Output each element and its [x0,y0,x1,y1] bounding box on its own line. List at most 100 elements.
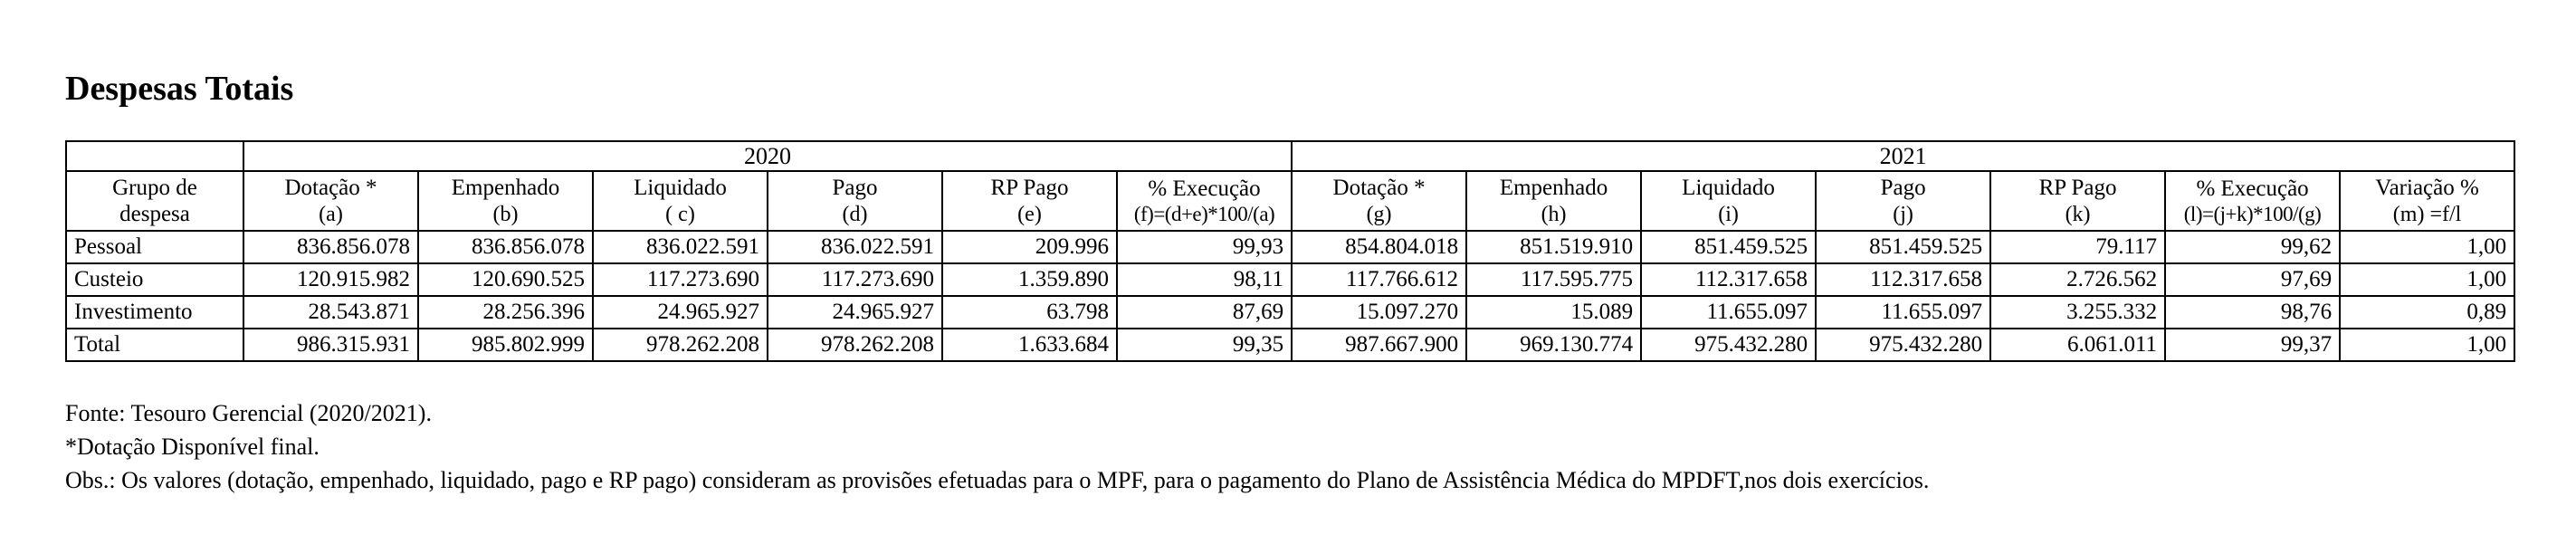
column-header-title: % Execução [1148,176,1261,201]
column-header-title: Empenhado [451,176,560,201]
table-cell: 6.061.011 [1989,328,2167,362]
column-header-sub: (h) [1541,202,1567,226]
column-header-title: Grupo de [112,175,197,200]
table-row-pessoal: Pessoal 836.856.078 836.856.078 836.022.… [65,230,2516,264]
note-dotacao: *Dotação Disponível final. [65,434,320,460]
table-cell: 24.965.927 [767,295,943,329]
column-header-grupo: Grupo de despesa [65,170,244,232]
table-cell: 1,00 [2339,230,2516,264]
column-header-dotacao-g: Dotação * (g) [1291,170,1468,232]
table-cell: 3.255.332 [1989,295,2167,329]
table-cell: 0,89 [2339,295,2516,329]
table-cell: 117.595.775 [1465,262,1643,297]
table-cell: 986.315.931 [243,328,419,362]
column-header-sub: (a) [319,202,343,226]
table-cell: 99,93 [1115,230,1293,264]
column-header-dotacao-a: Dotação * (a) [243,170,419,232]
row-label: Total [65,328,244,362]
column-header-sub: (j) [1893,202,1913,226]
column-header-liquidado-i: Liquidado (i) [1640,170,1818,232]
table-cell: 851.459.525 [1640,230,1818,264]
table-cell: 15.089 [1465,295,1643,329]
table-cell: 209.996 [941,230,1118,264]
table-cell: 987.667.900 [1291,328,1468,362]
column-header-sub: ( c) [665,202,695,226]
year-header-row: 2020 2021 [65,140,2516,172]
table-cell: 1.633.684 [941,328,1118,362]
table-cell: 98,11 [1115,262,1293,297]
column-header-execucao-l: % Execução (l)=(j+k)*100/(g) [2164,170,2342,232]
column-header-sub: (g) [1366,202,1392,226]
table-cell: 851.519.910 [1465,230,1643,264]
row-label: Investimento [65,295,244,329]
table-cell: 79.117 [1989,230,2167,264]
table-cell: 120.690.525 [417,262,594,297]
table-cell: 851.459.525 [1815,230,1992,264]
table-cell: 117.273.690 [592,262,768,297]
table-cell: 15.097.270 [1291,295,1468,329]
column-header-sub: (i) [1718,202,1739,226]
table-cell: 117.766.612 [1291,262,1468,297]
table-cell: 1,00 [2339,328,2516,362]
table-cell: 1,00 [2339,262,2516,297]
corner-spacer [65,140,244,172]
column-header-title: Variação % [2375,176,2479,201]
table-cell: 1.359.890 [941,262,1118,297]
table-cell: 854.804.018 [1291,230,1468,264]
row-label: Pessoal [65,230,244,264]
column-header-liquidado-c: Liquidado ( c) [592,170,768,232]
column-header-title: Dotação * [284,176,377,201]
column-header-title: Pago [1880,176,1926,201]
column-header-title: Empenhado [1499,176,1608,201]
table-row-total: Total 986.315.931 985.802.999 978.262.20… [65,328,2516,362]
table-cell: 28.256.396 [417,295,594,329]
year-header-2020: 2020 [242,140,1293,172]
table-cell: 117.273.690 [767,262,943,297]
table-cell: 975.432.280 [1640,328,1818,362]
table-cell: 28.543.871 [243,295,419,329]
column-header-sub: (k) [2065,202,2091,226]
footnotes: Fonte: Tesouro Gerencial (2020/2021). *D… [65,396,1929,497]
column-header-title: Liquidado [1682,176,1775,201]
column-header-title: RP Pago [2038,176,2117,201]
table-cell: 120.915.982 [243,262,419,297]
table-cell: 978.262.208 [592,328,768,362]
column-header-rp-pago-k: RP Pago (k) [1989,170,2167,232]
table-row-custeio: Custeio 120.915.982 120.690.525 117.273.… [65,262,2516,297]
table-cell: 975.432.280 [1815,328,1992,362]
column-header-sub: (e) [1017,202,1042,226]
column-header-pago-j: Pago (j) [1815,170,1992,232]
table-cell: 87,69 [1115,295,1293,329]
table-cell: 978.262.208 [767,328,943,362]
table-cell: 836.022.591 [767,230,943,264]
column-header-sub: (b) [492,202,519,226]
column-header-title: RP Pago [990,176,1069,201]
table-cell: 11.655.097 [1640,295,1818,329]
column-header-empenhado-b: Empenhado (b) [417,170,594,232]
column-header-variacao-m: Variação % (m) =f/l [2339,170,2516,232]
table-cell: 985.802.999 [417,328,594,362]
table-cell: 99,37 [2164,328,2342,362]
column-header-title: Pago [832,176,878,201]
column-header-title: % Execução [2196,176,2309,201]
table-cell: 98,76 [2164,295,2342,329]
column-header-sub: (l)=(j+k)*100/(g) [2183,203,2322,226]
table-cell: 97,69 [2164,262,2342,297]
expenses-table: 2020 2021 Grupo de despesa Dotação * (a)… [65,140,2516,362]
column-header-sub: (f)=(d+e)*100/(a) [1133,203,1275,226]
column-header-pago-d: Pago (d) [767,170,943,232]
table-cell: 836.856.078 [417,230,594,264]
table-cell: 99,62 [2164,230,2342,264]
column-header-sub: despesa [119,202,190,226]
column-header-title: Liquidado [634,176,727,201]
table-cell: 99,35 [1115,328,1293,362]
column-header-title: Dotação * [1332,176,1426,201]
note-obs: Obs.: Os valores (dotação, empenhado, li… [65,467,1930,493]
note-source: Fonte: Tesouro Gerencial (2020/2021). [65,400,432,426]
table-cell: 112.317.658 [1815,262,1992,297]
column-header-row: Grupo de despesa Dotação * (a) Empenhado… [65,170,2516,232]
table-cell: 2.726.562 [1989,262,2167,297]
table-row-investimento: Investimento 28.543.871 28.256.396 24.96… [65,295,2516,329]
table-cell: 836.022.591 [592,230,768,264]
